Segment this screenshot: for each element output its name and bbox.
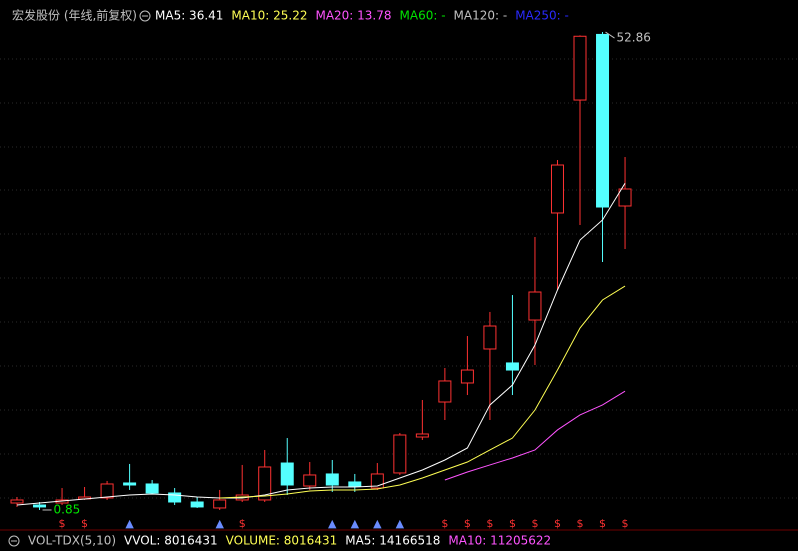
signal: ▲	[125, 517, 134, 530]
collapse-icon[interactable]	[139, 10, 151, 22]
signal: $	[441, 517, 448, 530]
candle-body	[168, 492, 182, 503]
ma-line	[16, 182, 626, 506]
collapse-icon[interactable]	[8, 535, 20, 547]
candle-body	[280, 462, 294, 486]
candle-body	[505, 362, 519, 371]
legend-entry: MA10: 25.22	[231, 9, 307, 23]
candle-body	[325, 473, 339, 486]
candle-body	[213, 499, 227, 509]
candle-body	[618, 188, 632, 207]
candle-body	[596, 33, 610, 208]
chart-title: 宏发股份 (年线,前复权)	[12, 8, 137, 23]
candle-body	[10, 499, 24, 504]
candle-body	[348, 481, 362, 487]
candle-body	[145, 483, 159, 494]
volume-header: VVOL: 8016431	[124, 534, 218, 548]
signal: $	[59, 517, 66, 530]
signal: $	[464, 517, 471, 530]
legend-entry: MA60: -	[400, 9, 446, 23]
candle-body	[100, 483, 114, 499]
candle-body	[123, 482, 137, 486]
candle-body	[393, 434, 407, 474]
legend-entry: MA5: 36.41	[155, 9, 223, 23]
candle-body	[258, 466, 272, 501]
high-label: 52.86	[617, 31, 651, 45]
grid	[0, 58, 798, 499]
signal: $	[509, 517, 516, 530]
signal: $	[622, 517, 629, 530]
legend-entry: MA250: -	[515, 9, 569, 23]
candle-body	[573, 35, 587, 101]
candle-body	[303, 474, 317, 487]
signal: ▲	[215, 517, 224, 530]
candle-body	[550, 164, 564, 214]
candle-body	[483, 325, 497, 350]
signal: $	[531, 517, 538, 530]
signal: $	[577, 517, 584, 530]
high-pointer	[605, 31, 615, 39]
volume-header: VOL-TDX(5,10)	[28, 534, 116, 548]
candle-body	[33, 504, 47, 508]
low-label: 0.85	[54, 502, 81, 516]
volume-header: VOLUME: 8016431	[226, 534, 338, 548]
volume-header: MA10: 11205622	[448, 534, 551, 548]
signal: ▲	[373, 517, 382, 530]
candle-body	[460, 369, 474, 384]
signal: $	[81, 517, 88, 530]
signal: ▲	[328, 517, 337, 530]
signal: $	[486, 517, 493, 530]
legend-entry: MA20: 13.78	[315, 9, 391, 23]
candle-body	[438, 380, 452, 403]
ma-line	[219, 285, 626, 499]
candle-body	[190, 501, 204, 508]
signal: $	[554, 517, 561, 530]
legend-entry: MA120: -	[454, 9, 508, 23]
candle-body	[415, 433, 429, 438]
signal: $	[239, 517, 246, 530]
signal: ▲	[396, 517, 405, 530]
ma-line	[444, 390, 626, 481]
candle-body	[528, 291, 542, 321]
signal: $	[599, 517, 606, 530]
signal: ▲	[351, 517, 360, 530]
volume-header: MA5: 14166518	[345, 534, 440, 548]
